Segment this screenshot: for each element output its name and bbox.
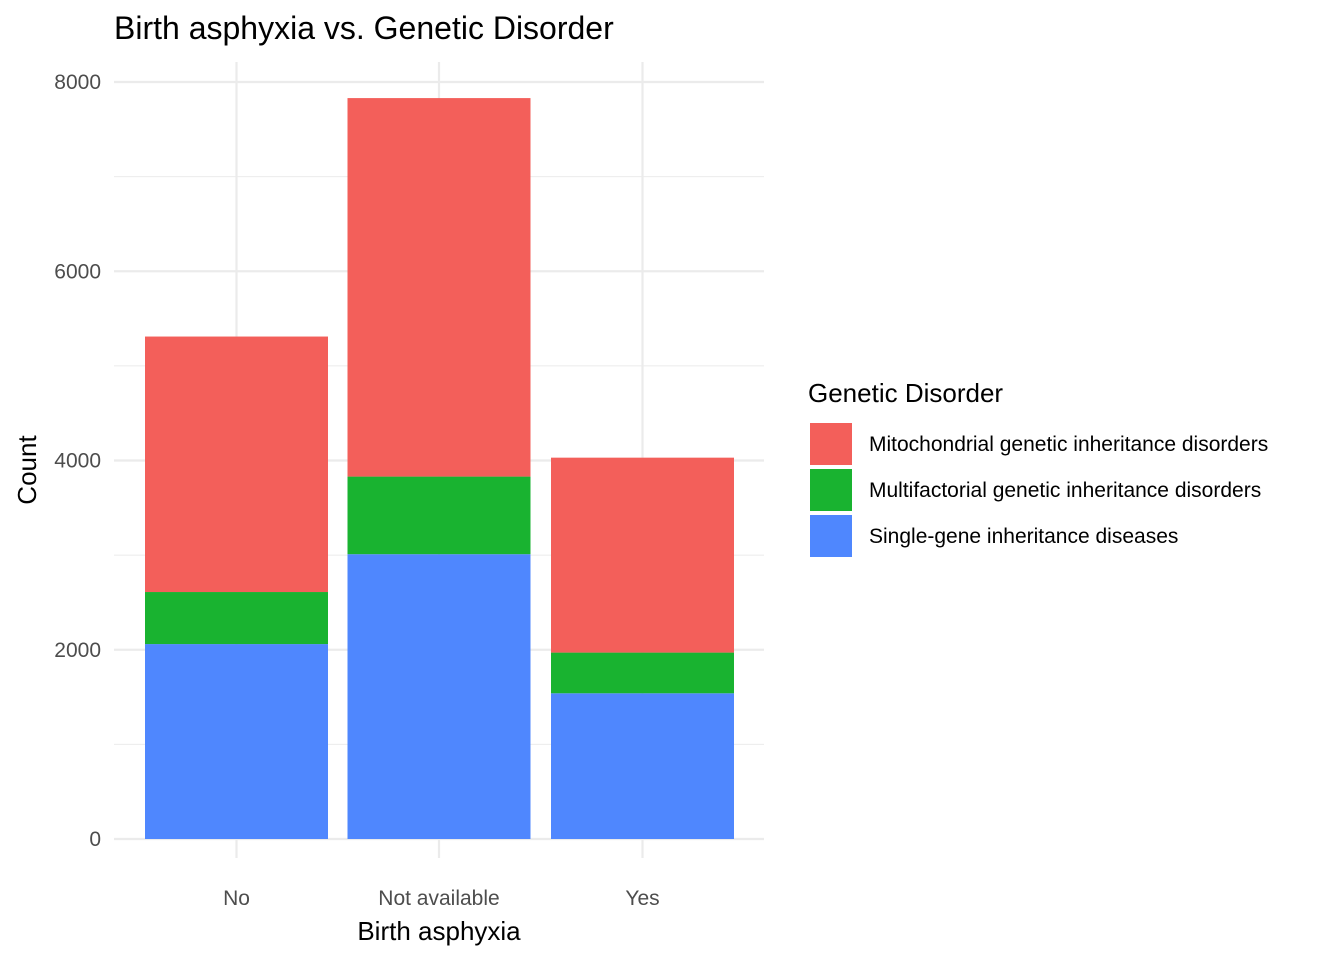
legend: Genetic Disorder Mitochondrial genetic i…: [808, 378, 1268, 557]
legend-key: [810, 469, 852, 511]
x-tick-label: No: [223, 887, 250, 910]
chart-title: Birth asphyxia vs. Genetic Disorder: [114, 10, 614, 46]
legend-label: Multifactorial genetic inheritance disor…: [869, 479, 1261, 502]
y-tick-label: 2000: [54, 639, 101, 662]
y-axis-title: Count: [12, 435, 42, 505]
legend-key: [810, 515, 852, 557]
bar-segment: [347, 476, 531, 555]
bar-segment: [551, 652, 734, 694]
legend-label: Mitochondrial genetic inheritance disord…: [869, 433, 1268, 456]
bar-segment: [145, 336, 328, 593]
axis-layer: 0 2000 4000 6000 8000 No Not available Yes: [54, 71, 659, 910]
x-tick-label: Not available: [378, 887, 499, 910]
bar-segment: [347, 98, 531, 477]
x-tick-label: Yes: [625, 887, 659, 910]
legend-label: Single-gene inheritance diseases: [869, 525, 1178, 548]
y-tick-label: 6000: [54, 260, 101, 283]
bar-segment: [551, 457, 734, 653]
y-tick-label: 0: [89, 828, 101, 851]
bars-layer: [145, 98, 734, 839]
legend-key: [810, 423, 852, 465]
bar-segment: [145, 592, 328, 645]
y-tick-label: 8000: [54, 71, 101, 94]
bar-segment: [551, 693, 734, 839]
bar-segment: [347, 554, 531, 839]
y-tick-label: 4000: [54, 450, 101, 473]
x-axis-title: Birth asphyxia: [357, 916, 521, 946]
bar-segment: [145, 644, 328, 839]
legend-title: Genetic Disorder: [808, 378, 1003, 408]
